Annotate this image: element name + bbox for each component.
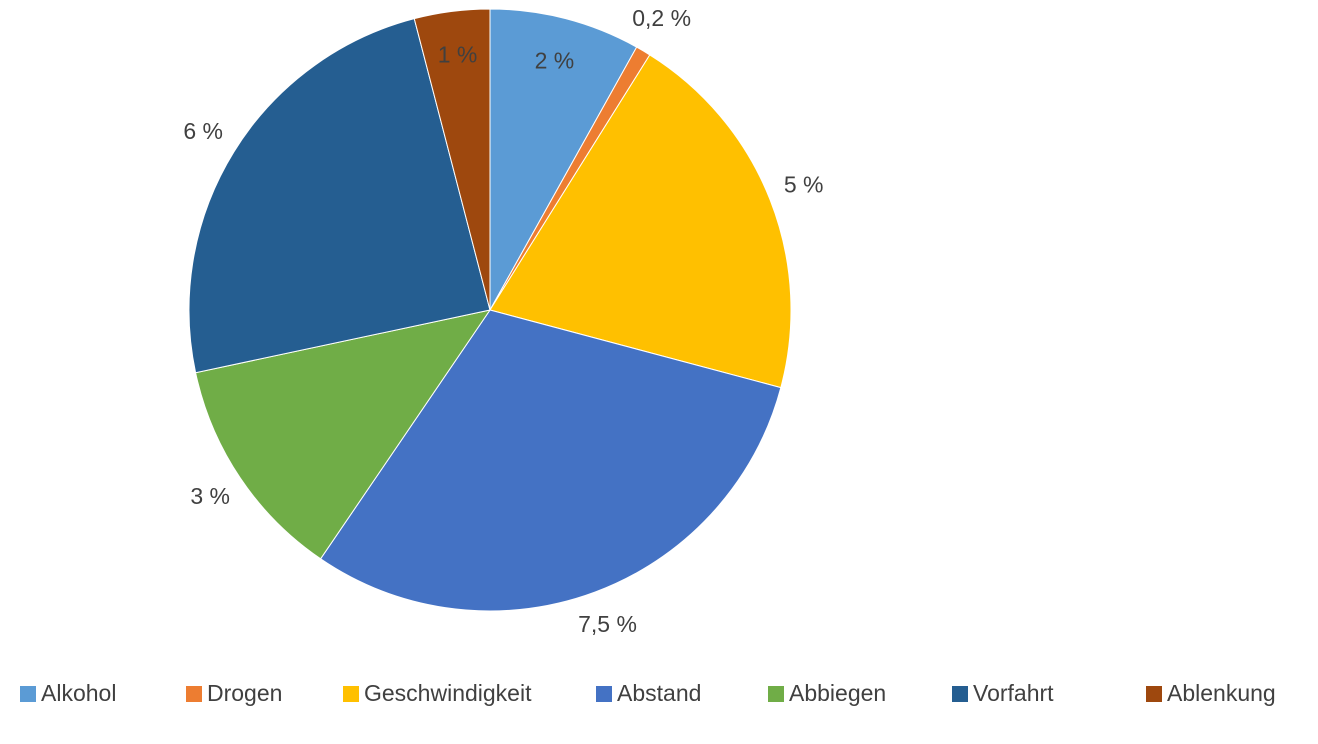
pie-slice <box>489 8 638 312</box>
legend-label: Alkohol <box>41 680 116 706</box>
legend-label: Abbiegen <box>789 680 886 706</box>
pie-slice <box>319 309 782 612</box>
data-label: 2 % <box>535 47 575 73</box>
legend-label: Ablenkung <box>1167 680 1276 706</box>
legend-swatch <box>768 686 784 702</box>
legend-swatch <box>186 686 202 702</box>
legend-swatch <box>952 686 968 702</box>
pie-slice <box>188 18 491 374</box>
legend-swatch <box>343 686 359 702</box>
legend-label: Drogen <box>207 680 282 706</box>
data-label: 3 % <box>190 483 230 509</box>
legend-label: Vorfahrt <box>973 680 1054 706</box>
data-label: 5 % <box>784 172 824 198</box>
pie-slice <box>489 54 792 389</box>
legend-label: Geschwindigkeit <box>364 680 532 706</box>
data-label: 7,5 % <box>578 611 637 637</box>
data-label: 0,2 % <box>632 5 691 31</box>
legend-label: Abstand <box>617 680 701 706</box>
pie-slice <box>195 309 492 560</box>
data-label: 6 % <box>183 118 223 144</box>
legend-swatch <box>596 686 612 702</box>
pie-slice <box>413 8 491 311</box>
legend-swatch <box>1146 686 1162 702</box>
data-label: 1 % <box>438 41 478 67</box>
legend-swatch <box>20 686 36 702</box>
